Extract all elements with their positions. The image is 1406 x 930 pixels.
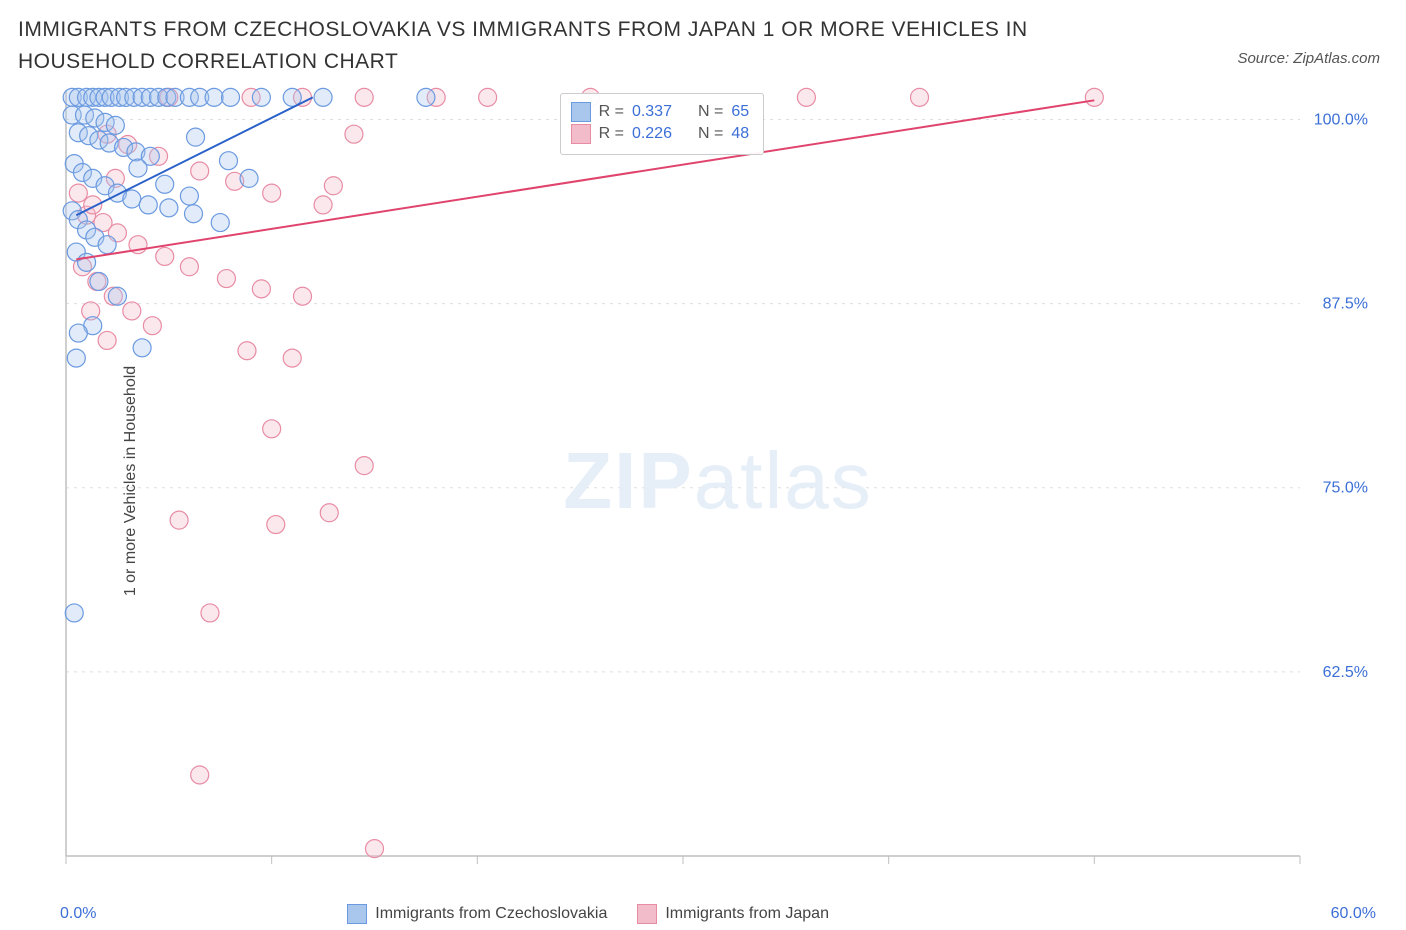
- scatter-plot: ZIPatlas 1 or more Vehicles in Household…: [60, 86, 1376, 876]
- stats-legend: R = 0.337 N = 65 R = 0.226 N = 48: [560, 93, 765, 155]
- source-label: Source: ZipAtlas.com: [1237, 50, 1380, 67]
- legend-item: Immigrants from Japan: [637, 904, 829, 924]
- x-axis-max: 60.0%: [1331, 905, 1376, 923]
- svg-text:87.5%: 87.5%: [1323, 296, 1368, 313]
- svg-text:100.0%: 100.0%: [1314, 111, 1368, 128]
- x-axis-bar: 0.0% Immigrants from Czechoslovakia Immi…: [60, 904, 1376, 924]
- svg-text:75.0%: 75.0%: [1323, 480, 1368, 497]
- x-axis-min: 0.0%: [60, 905, 96, 923]
- legend-item: Immigrants from Czechoslovakia: [347, 904, 607, 924]
- series-legend: Immigrants from Czechoslovakia Immigrant…: [347, 904, 829, 924]
- chart-title: IMMIGRANTS FROM CZECHOSLOVAKIA VS IMMIGR…: [18, 14, 1118, 77]
- svg-text:62.5%: 62.5%: [1323, 664, 1368, 681]
- y-axis-label: 1 or more Vehicles in Household: [122, 366, 140, 596]
